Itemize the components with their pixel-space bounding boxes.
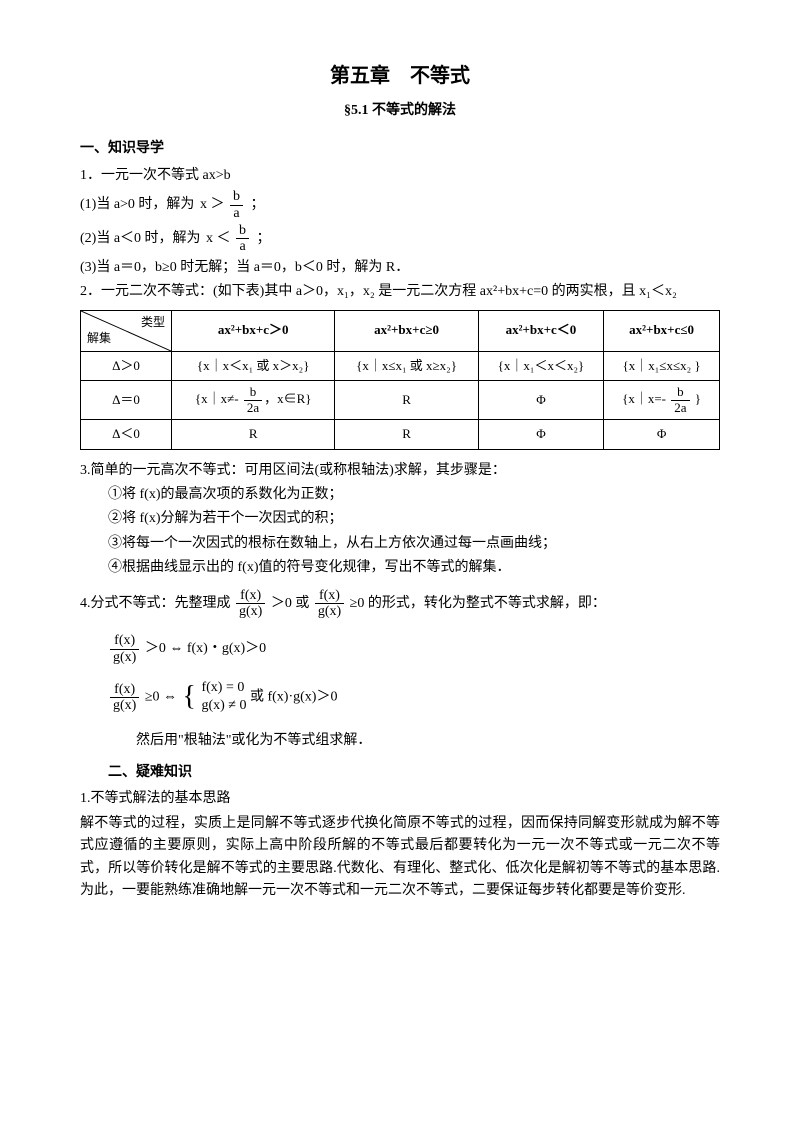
row-label: Δ＝0	[81, 381, 172, 420]
text: 或 f(x)·g(x)＞0	[250, 690, 337, 705]
chapter-title: 第五章 不等式	[80, 60, 720, 92]
section2-p1: 1.不等式解法的基本思路	[80, 788, 720, 810]
step-1: ①将 f(x)的最高次项的系数化为正数；	[80, 484, 720, 506]
cell: Φ	[478, 419, 603, 449]
text: ≥0 ⇔	[145, 690, 181, 705]
point-4: 4.分式不等式：先整理成 f(x)g(x) ＞0 或 f(x)g(x) ≥0 的…	[80, 588, 720, 620]
cell: R	[335, 381, 478, 420]
cell: {x｜x₁≤x≤x₂ }	[604, 351, 720, 381]
section2-heading: 二、疑难知识	[80, 762, 720, 784]
fraction-fx-gx: f(x)g(x)	[315, 588, 344, 620]
diag-top-label: 类型	[141, 313, 165, 332]
inequality-frac: x ＞ ba	[200, 189, 245, 221]
step-3: ③将每一个一次因式的根标在数轴上，从右上方依次通过每一点画曲线；	[80, 533, 720, 555]
cell: {x｜x≠- b2a，x∈R}	[172, 381, 335, 420]
point-3: 3.简单的一元高次不等式：可用区间法(或称根轴法)求解，其步骤是：	[80, 460, 720, 482]
step-4: ④根据曲线显示出的 f(x)值的符号变化规律，写出不等式的解集．	[80, 557, 720, 579]
cell: {x｜x₁＜x＜x₂}	[478, 351, 603, 381]
formula-1: f(x)g(x) ＞0 ⇔ f(x)・g(x)＞0	[108, 633, 720, 665]
line: g(x) ≠ 0	[201, 697, 246, 715]
point-1-1: (1)当 a>0 时，解为 x ＞ ba ；	[80, 189, 720, 221]
formula-2: f(x)g(x) ≥0 ⇔ { f(x) = 0 g(x) ≠ 0 或 f(x)…	[108, 679, 720, 715]
table-row: Δ＝0 {x｜x≠- b2a，x∈R} R Φ {x｜x=- b2a }	[81, 381, 720, 420]
fraction-fx-gx: f(x)g(x)	[110, 682, 139, 714]
point-2: 2．一元二次不等式：(如下表)其中 a＞0，x₁，x₂ 是一元二次方程 ax²+…	[80, 281, 720, 303]
text: ＞0 或	[271, 596, 313, 611]
point-1-2: (2)当 a＜0 时，解为 x ＜ ba ；	[80, 223, 720, 255]
brace-content: f(x) = 0 g(x) ≠ 0	[201, 679, 246, 715]
col-header: ax²+bx+c≤0	[604, 310, 720, 351]
point-1: 1．一元一次不等式 ax>b	[80, 165, 720, 187]
text: (1)当 a>0 时，解为	[80, 197, 198, 212]
col-header: ax²+bx+c＜0	[478, 310, 603, 351]
tail-note: 然后用"根轴法"或化为不等式组求解．	[80, 730, 720, 752]
inequality-frac: x ＜ ba	[206, 223, 251, 255]
row-label: Δ＜0	[81, 419, 172, 449]
table-row: Δ＜0 R R Φ Φ	[81, 419, 720, 449]
text: ＞0 ⇔ f(x)・g(x)＞0	[145, 642, 266, 657]
section2-p2: 解不等式的过程，实质上是同解不等式逐步代换化简原不等式的过程，因而保持同解变形就…	[80, 813, 720, 903]
cell: {x｜x≤x₁ 或 x≥x₂}	[335, 351, 478, 381]
fraction-fx-gx: f(x)g(x)	[236, 588, 265, 620]
brace-icon: {	[183, 683, 196, 711]
col-header: ax²+bx+c≥0	[335, 310, 478, 351]
text: 4.分式不等式：先整理成	[80, 596, 234, 611]
row-label: Δ＞0	[81, 351, 172, 381]
cell: R	[335, 419, 478, 449]
cell: Φ	[604, 419, 720, 449]
section1-heading: 一、知识导学	[80, 138, 720, 160]
col-header: ax²+bx+c＞0	[172, 310, 335, 351]
text: ；	[257, 231, 271, 246]
step-2: ②将 f(x)分解为若干个一次因式的积；	[80, 508, 720, 530]
table-row: Δ＞0 {x｜x＜x₁ 或 x＞x₂} {x｜x≤x₁ 或 x≥x₂} {x｜x…	[81, 351, 720, 381]
table-header-row: 类型 解集 ax²+bx+c＞0 ax²+bx+c≥0 ax²+bx+c＜0 a…	[81, 310, 720, 351]
text: x ＞	[200, 197, 228, 212]
text: ≥0 的形式，转化为整式不等式求解，即：	[350, 596, 606, 611]
cell: {x｜x=- b2a }	[604, 381, 720, 420]
fraction-fx-gx: f(x)g(x)	[110, 633, 139, 665]
text: x ＜	[206, 231, 234, 246]
inequality-table: 类型 解集 ax²+bx+c＞0 ax²+bx+c≥0 ax²+bx+c＜0 a…	[80, 310, 720, 450]
text: ；	[250, 197, 264, 212]
cell: {x｜x＜x₁ 或 x＞x₂}	[172, 351, 335, 381]
diagonal-header: 类型 解集	[81, 310, 172, 351]
section-title: §5.1 不等式的解法	[80, 100, 720, 122]
text: (2)当 a＜0 时，解为	[80, 231, 204, 246]
cell: R	[172, 419, 335, 449]
point-1-3: (3)当 a＝0，b≥0 时无解；当 a＝0，b＜0 时，解为 R．	[80, 257, 720, 279]
cell: Φ	[478, 381, 603, 420]
line: f(x) = 0	[201, 679, 246, 697]
diag-bottom-label: 解集	[87, 329, 111, 348]
